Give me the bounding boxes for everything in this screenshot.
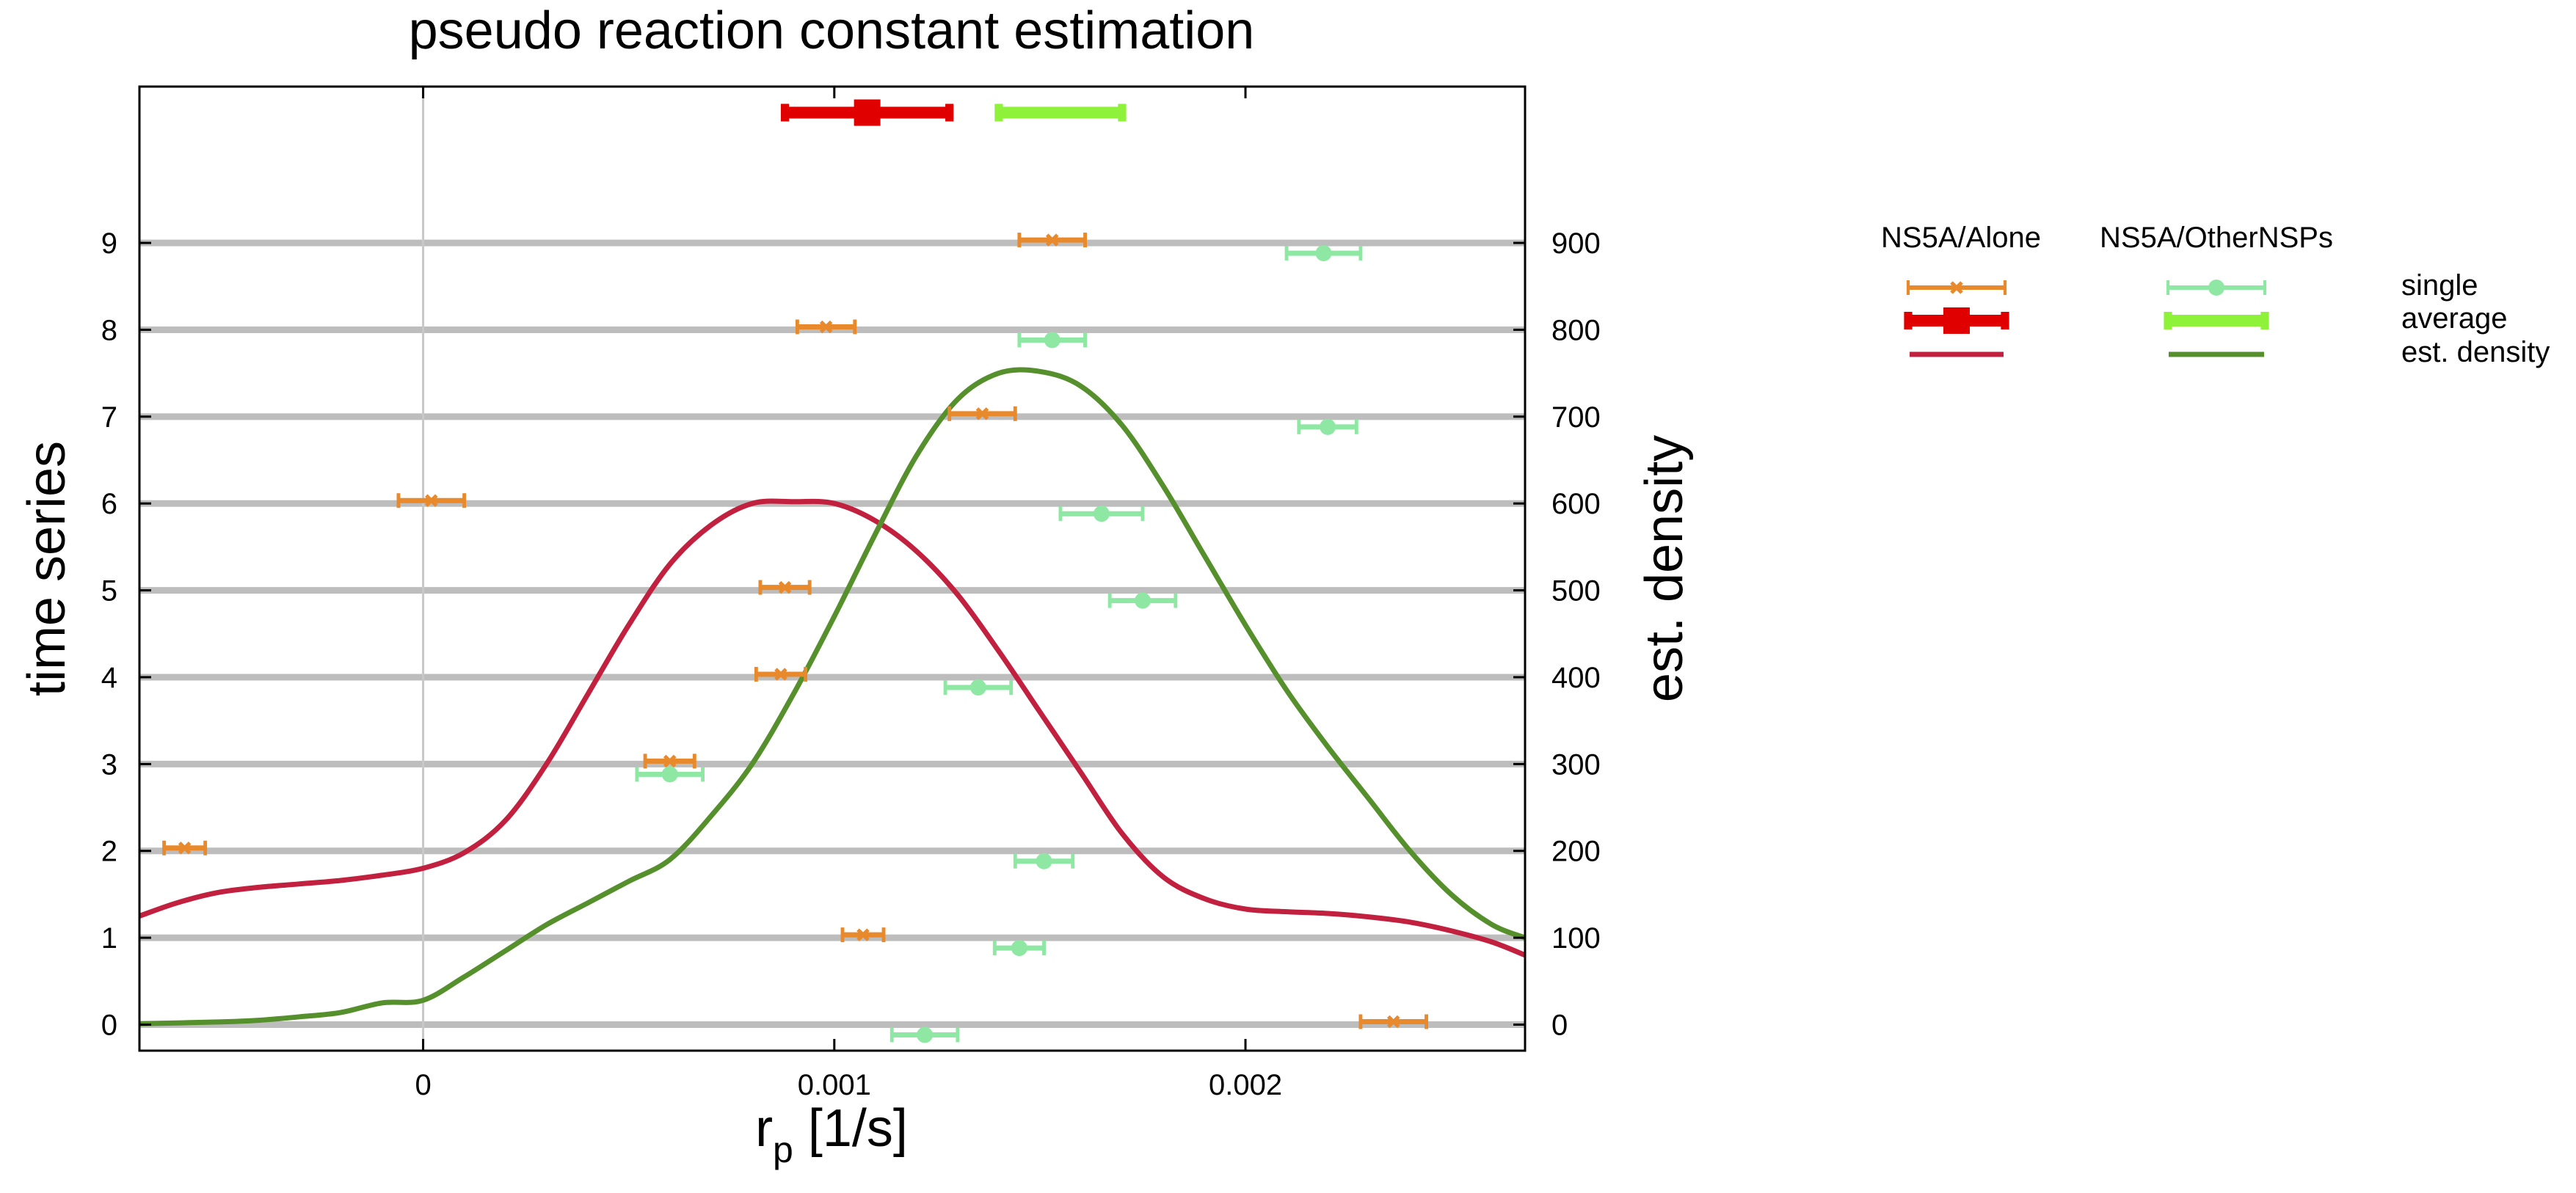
y-right-tick-label-1: 100 <box>1551 922 1601 955</box>
alone-single-point-5-marker <box>778 580 792 594</box>
y-left-axis-label: time series <box>18 441 76 696</box>
plot-frame <box>138 85 1527 1052</box>
legend-row-single: single <box>2401 269 2478 302</box>
y-left-tick-label-6: 6 <box>101 488 117 520</box>
y-left-tick-label-8: 8 <box>101 314 117 346</box>
other-single-point-1-marker <box>1011 940 1027 957</box>
y-right-tick-label-3: 300 <box>1551 748 1601 781</box>
other-single-point-1 <box>992 940 1046 957</box>
y-left-tick-label-9: 9 <box>101 227 117 260</box>
x-tick-label-0: 0 <box>415 1069 431 1101</box>
other-single-point-3-marker <box>661 766 678 783</box>
density-curve-alone <box>138 498 1527 958</box>
y-right-tick-label-4: 400 <box>1551 662 1601 694</box>
legend-row-average: average <box>2401 302 2508 335</box>
y-right-tick-labels: 0 100 200 300 400 500 600 700 800 900 <box>1551 227 1601 1041</box>
legend-row-density: est. density <box>2401 336 2550 368</box>
alone-average-point-0 <box>780 99 954 126</box>
y-right-tick-label-9: 900 <box>1551 227 1601 260</box>
alone-single-point-6 <box>396 493 467 508</box>
legend-sample-other-single-marker <box>2208 280 2224 296</box>
axis-ticks <box>139 87 1525 1051</box>
x-tick-label-1: 0.001 <box>798 1069 871 1101</box>
x-axis-label-sub: p <box>773 1129 793 1170</box>
legend-sample-alone-average-marker <box>1943 307 1970 334</box>
alone-single-point-7 <box>947 406 1017 421</box>
legend-samples <box>1904 280 2269 357</box>
alone-single-point-9 <box>1017 233 1087 248</box>
alone-single-point-5 <box>758 580 812 595</box>
alone-single-point-4 <box>754 666 808 682</box>
y-right-tick-label-2: 200 <box>1551 836 1601 868</box>
other-single-point-0-marker <box>917 1026 934 1043</box>
alone-average-point-0-marker <box>854 99 881 126</box>
density-curves <box>138 367 1527 1026</box>
alone-single-point-0 <box>1358 1014 1428 1029</box>
alone-single-point-1 <box>840 927 886 943</box>
legend-sample-alone-single <box>1906 280 2007 295</box>
y-left-tick-label-3: 3 <box>101 748 117 781</box>
y-left-tick-label-4: 4 <box>101 662 117 694</box>
alone-single-point-2-marker <box>178 841 192 855</box>
legend-sample-alone-average <box>1904 307 2009 334</box>
other-single-point-5 <box>1107 592 1178 609</box>
alone-single-point-3-marker <box>663 754 677 768</box>
y-left-tick-label-1: 1 <box>101 922 117 955</box>
y-right-tick-label-0: 0 <box>1551 1009 1568 1041</box>
other-single-point-4-marker <box>969 679 986 696</box>
legend-sample-alone-single-marker <box>1950 281 1963 294</box>
chart-title: pseudo reaction constant estimation <box>409 1 1255 60</box>
other-single-point-9-marker <box>1315 245 1332 262</box>
other-average-point-0 <box>994 103 1127 122</box>
x-tick-labels: 0 0.001 0.002 <box>415 1069 1282 1101</box>
y-left-tick-label-2: 2 <box>101 836 117 868</box>
error-points <box>162 99 1428 1043</box>
alone-single-point-0-marker <box>1386 1015 1400 1029</box>
y-right-tick-label-7: 700 <box>1551 401 1601 434</box>
other-single-point-8-marker <box>1044 332 1060 349</box>
y-left-tick-label-0: 0 <box>101 1009 117 1041</box>
other-single-point-9 <box>1284 245 1363 262</box>
alone-single-point-8-marker <box>819 320 833 334</box>
alone-single-point-6-marker <box>425 494 438 507</box>
alone-single-point-3 <box>643 754 696 769</box>
other-single-point-7 <box>1297 418 1358 435</box>
alone-single-point-1-marker <box>856 928 870 941</box>
other-single-point-8 <box>1017 332 1087 349</box>
alone-single-point-2 <box>162 840 208 855</box>
alone-single-point-8 <box>795 319 857 335</box>
other-single-point-5-marker <box>1134 592 1151 609</box>
x-axis-label-main: r <box>755 1099 773 1158</box>
legend-sample-other-single <box>2166 280 2267 296</box>
x-axis-label: rp [1/s] <box>755 1099 908 1170</box>
y-right-tick-label-6: 600 <box>1551 488 1601 520</box>
alone-single-point-4-marker <box>774 668 787 681</box>
other-single-point-6 <box>1058 506 1145 522</box>
y-right-tick-label-5: 500 <box>1551 575 1601 608</box>
legend-sample-other-average <box>2164 312 2269 329</box>
legend: NS5A/Alone NS5A/OtherNSPs single average… <box>1881 222 2550 368</box>
x-tick-label-2: 0.002 <box>1209 1069 1282 1101</box>
x-axis-label-unit: [1/s] <box>793 1099 908 1158</box>
y-right-axis-label: est. density <box>1635 435 1694 702</box>
y-left-tick-labels: 0 1 2 3 4 5 6 7 8 9 <box>101 227 117 1041</box>
y-right-tick-label-8: 800 <box>1551 314 1601 346</box>
legend-group-other: NS5A/OtherNSPs <box>2100 222 2333 254</box>
other-single-point-3 <box>635 766 705 783</box>
other-single-point-2 <box>1013 853 1075 869</box>
other-single-point-2-marker <box>1036 853 1052 869</box>
other-single-point-7-marker <box>1320 418 1336 435</box>
other-single-point-0 <box>889 1026 960 1043</box>
density-curve-other <box>139 367 1527 1026</box>
alone-single-point-7-marker <box>975 407 989 420</box>
y-left-tick-label-7: 7 <box>101 401 117 434</box>
grid-lines <box>139 239 1525 1028</box>
other-single-point-6-marker <box>1093 506 1110 522</box>
legend-group-alone: NS5A/Alone <box>1881 222 2041 254</box>
y-left-tick-label-5: 5 <box>101 575 117 608</box>
other-single-point-4 <box>943 679 1014 696</box>
alone-single-point-9-marker <box>1045 233 1059 247</box>
